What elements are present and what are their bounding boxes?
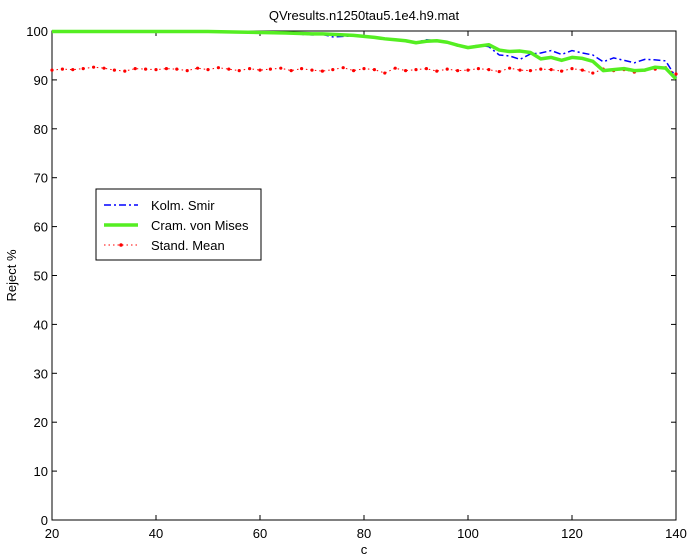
data-point [175, 67, 179, 71]
x-tick-label: 60 [253, 526, 267, 541]
data-point [341, 66, 345, 70]
data-point [591, 71, 595, 75]
data-point [196, 66, 200, 70]
data-point [248, 67, 252, 71]
data-point [60, 67, 64, 71]
legend-item: Cram. von Mises [104, 218, 249, 233]
data-point [237, 69, 241, 73]
data-point [206, 68, 210, 72]
y-tick-label: 10 [34, 464, 48, 479]
x-tick-label: 100 [457, 526, 479, 541]
data-point [123, 69, 127, 73]
data-point [528, 69, 533, 73]
series-layer [50, 29, 678, 81]
data-point [508, 66, 512, 70]
y-tick-label: 50 [34, 269, 48, 284]
data-point [112, 68, 116, 72]
data-point [279, 66, 283, 70]
data-point [424, 67, 428, 71]
y-tick-label: 80 [34, 122, 48, 137]
legend-label: Kolm. Smir [151, 198, 215, 213]
data-point [92, 65, 96, 69]
data-point [289, 69, 293, 73]
x-tick-label: 140 [665, 526, 687, 541]
data-point [352, 69, 356, 73]
data-point [404, 69, 408, 73]
data-point [580, 68, 585, 72]
y-tick-label: 30 [34, 366, 48, 381]
data-point [300, 67, 304, 71]
data-point [393, 66, 397, 70]
data-point [164, 67, 168, 71]
y-tick-label: 60 [34, 220, 48, 235]
y-tick-label: 40 [34, 317, 48, 332]
data-point [518, 68, 522, 72]
data-point [560, 69, 564, 73]
legend-item: Stand. Mean [104, 238, 225, 253]
x-tick-label: 120 [561, 526, 583, 541]
x-tick-label: 40 [149, 526, 163, 541]
y-axis-label: Reject % [4, 249, 19, 301]
data-point [362, 67, 366, 71]
y-tick-label: 20 [34, 415, 48, 430]
data-point [570, 67, 574, 71]
data-point [383, 71, 387, 75]
data-point [216, 66, 220, 70]
data-point [310, 68, 314, 72]
data-point [549, 68, 553, 72]
x-axis-label: c [361, 542, 368, 557]
data-point [50, 68, 54, 72]
data-point [435, 69, 439, 73]
y-tick-label: 100 [26, 24, 48, 39]
data-point [144, 67, 148, 71]
data-point [81, 67, 85, 71]
legend-label: Cram. von Mises [151, 218, 249, 233]
data-point [185, 69, 189, 73]
series-cram-von-mises [52, 29, 678, 81]
data-point [71, 68, 75, 72]
x-tick-label: 80 [357, 526, 371, 541]
data-point [227, 67, 231, 71]
data-point [456, 69, 460, 73]
data-point [539, 67, 543, 71]
data-point [372, 68, 376, 72]
y-tick-label: 70 [34, 171, 48, 186]
legend-item: Kolm. Smir [104, 198, 215, 213]
x-tick-label: 20 [45, 526, 59, 541]
legend: Kolm. Smir Cram. von Mises Stand. Mean [95, 188, 262, 261]
y-tick-label: 0 [41, 513, 48, 528]
data-point [674, 72, 678, 76]
data-point [445, 67, 449, 71]
data-point [487, 68, 491, 72]
data-point [154, 68, 158, 72]
chart-title: QVresults.n1250tau5.1e4.h9.mat [269, 8, 460, 23]
data-point [476, 67, 480, 71]
data-point [133, 67, 137, 71]
y-axis-ticks: 0 10 20 30 40 50 60 70 80 90 100 [26, 24, 676, 528]
data-point [258, 68, 262, 72]
x-axis-ticks: 20 40 60 80 100 120 140 [45, 31, 687, 541]
series-line [52, 29, 678, 81]
series-stand-mean [50, 65, 678, 76]
data-point [320, 69, 324, 73]
data-point [331, 68, 335, 72]
y-tick-label: 90 [34, 73, 48, 88]
data-point [497, 69, 501, 74]
legend-marker [119, 243, 123, 247]
data-point [466, 68, 470, 72]
data-point [268, 67, 272, 71]
data-point [414, 68, 418, 72]
data-point [102, 66, 106, 70]
legend-label: Stand. Mean [151, 238, 225, 253]
